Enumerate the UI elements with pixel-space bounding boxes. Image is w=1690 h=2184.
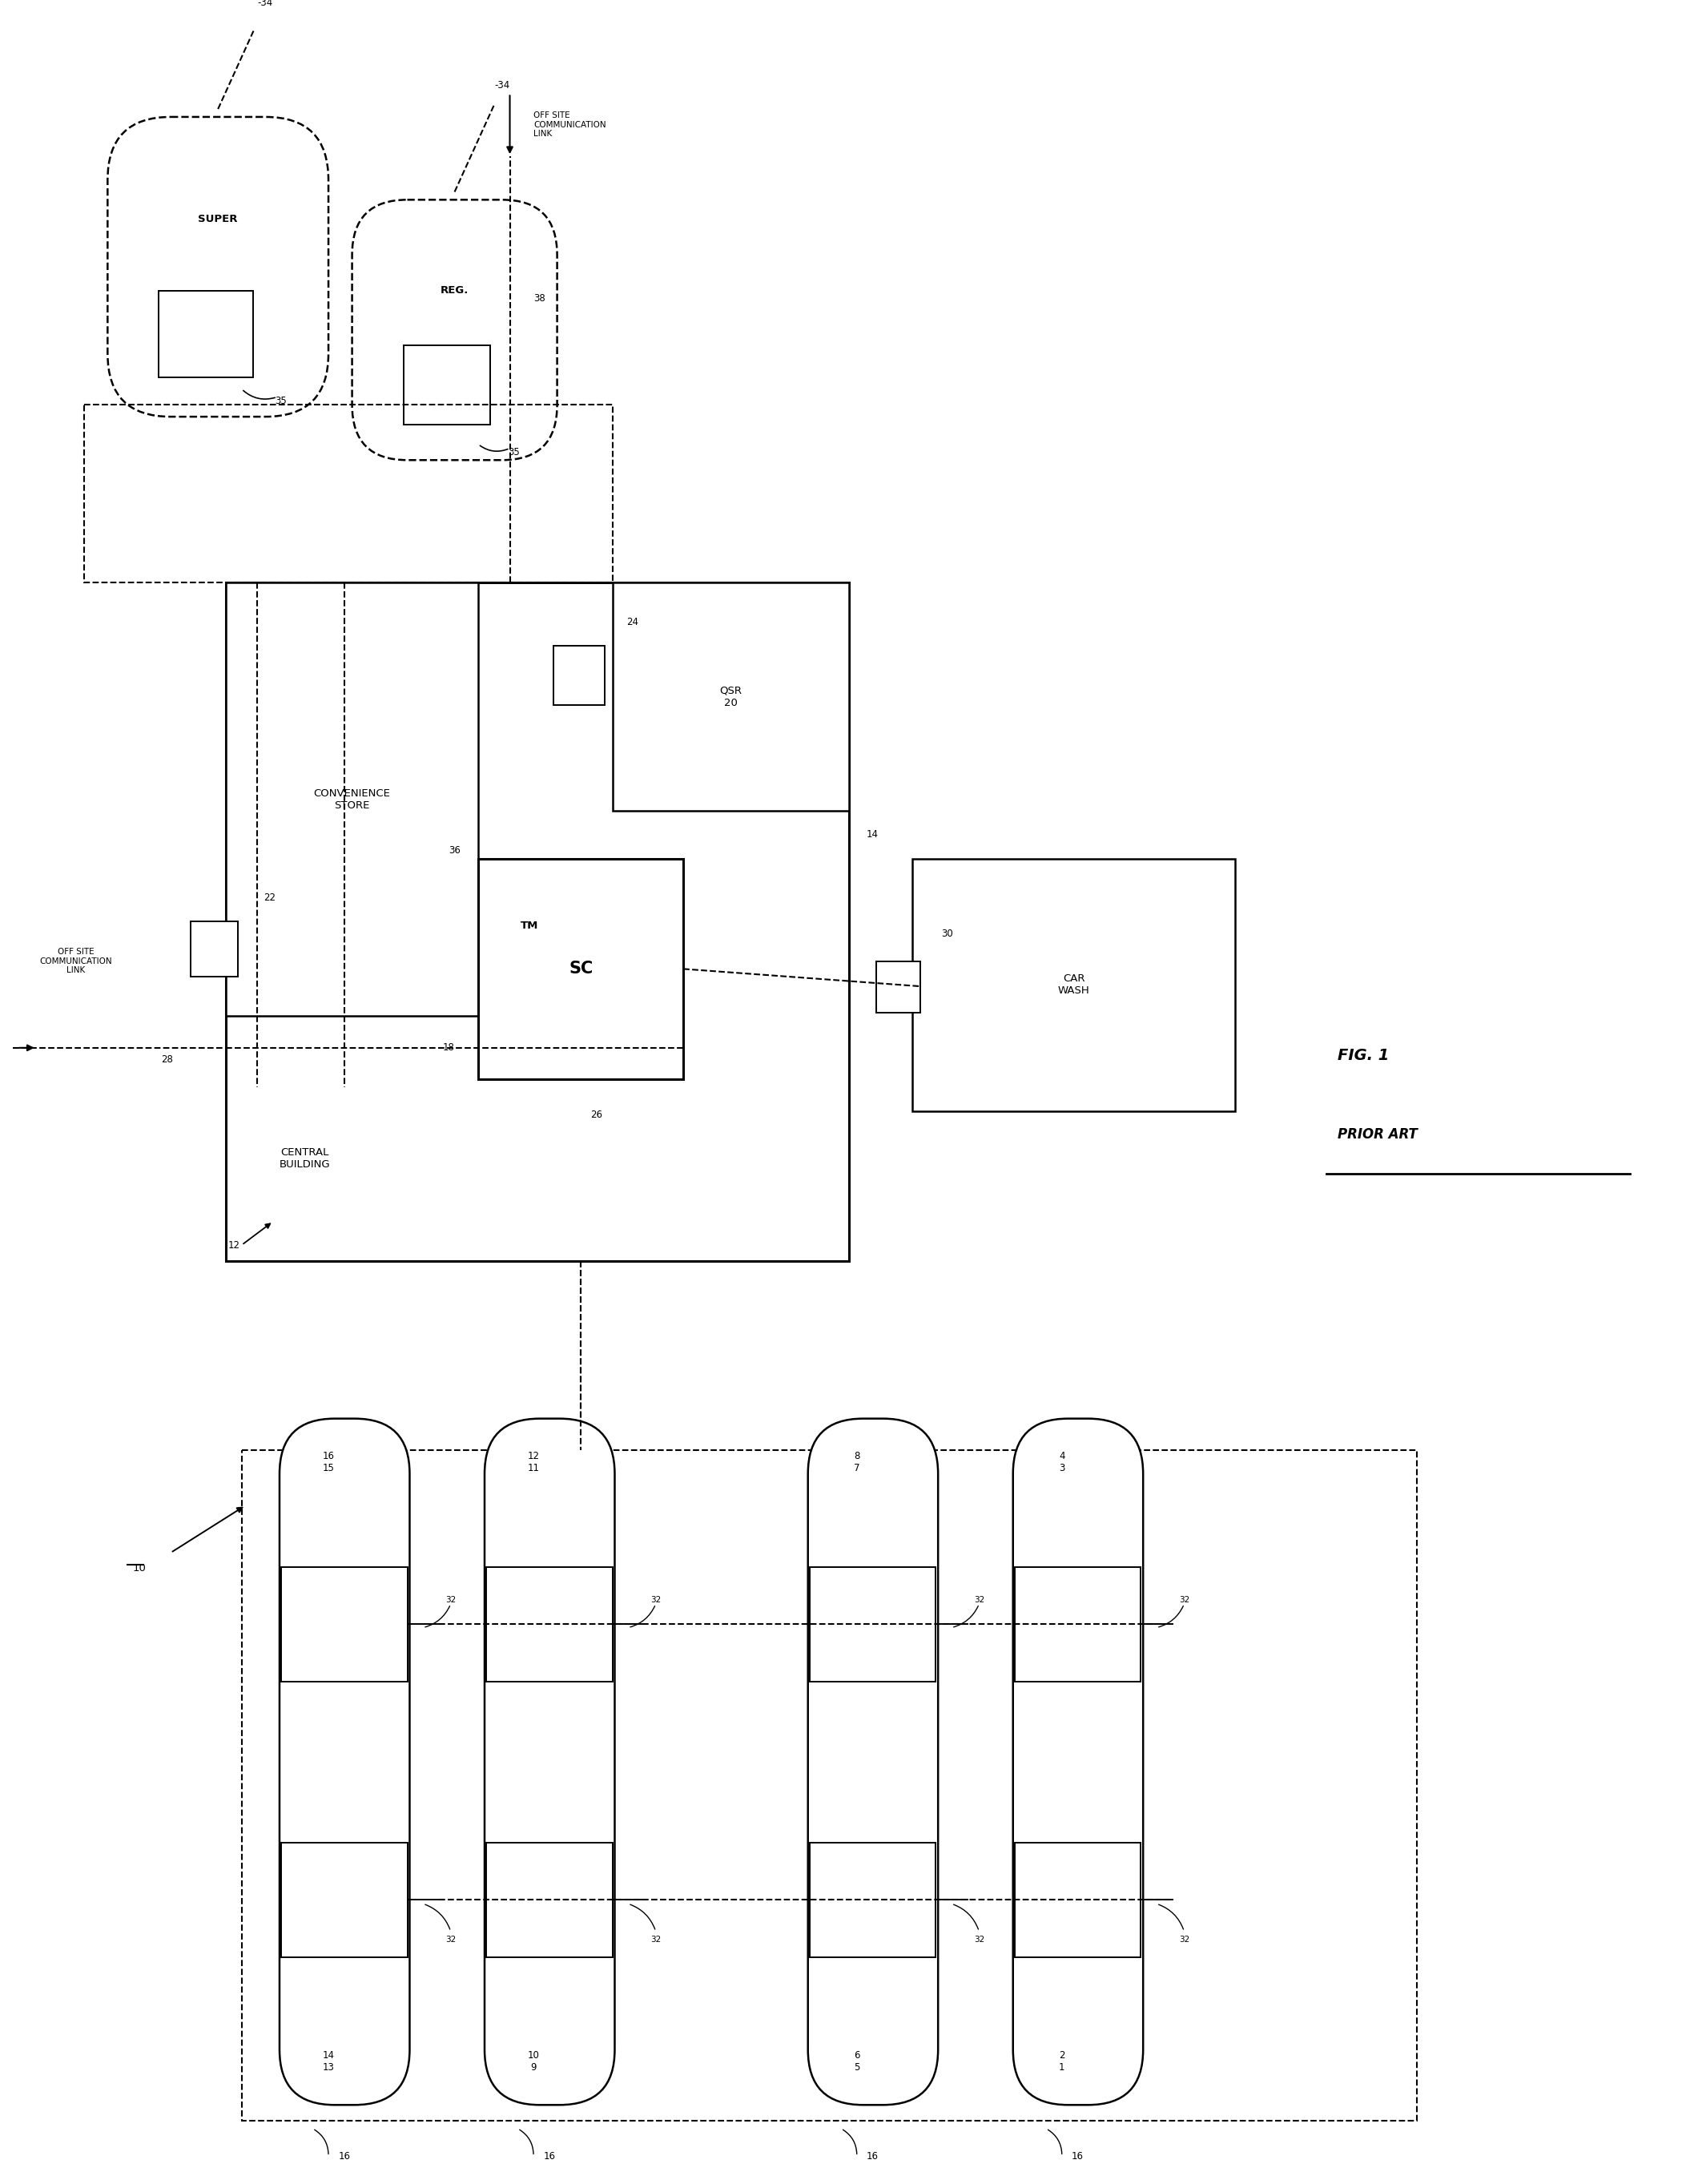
Text: OFF SITE
COMMUNICATION
LINK: OFF SITE COMMUNICATION LINK <box>41 948 112 974</box>
Text: 8
7: 8 7 <box>853 1450 860 1474</box>
Text: 32: 32 <box>973 1597 984 1603</box>
Bar <box>281 1843 407 1957</box>
Text: 32: 32 <box>1180 1935 1190 1944</box>
FancyBboxPatch shape <box>279 1420 409 2105</box>
Bar <box>226 583 848 1260</box>
Text: 38: 38 <box>534 293 546 304</box>
Bar <box>84 404 612 583</box>
Text: 6
5: 6 5 <box>853 2051 860 2073</box>
Text: QSR
20: QSR 20 <box>720 686 742 708</box>
Bar <box>913 858 1235 1112</box>
Bar <box>810 1843 936 1957</box>
FancyBboxPatch shape <box>808 1420 938 2105</box>
Text: 14
13: 14 13 <box>323 2051 335 2073</box>
Bar <box>612 583 848 810</box>
Text: 16: 16 <box>338 2151 350 2162</box>
FancyBboxPatch shape <box>485 1420 615 2105</box>
Text: 16: 16 <box>542 2151 556 2162</box>
Bar <box>478 858 683 1079</box>
Text: 10
9: 10 9 <box>527 2051 539 2073</box>
Text: SC: SC <box>568 961 593 976</box>
Text: 32: 32 <box>446 1935 456 1944</box>
FancyBboxPatch shape <box>108 118 328 417</box>
Bar <box>404 345 490 424</box>
Text: 16
15: 16 15 <box>323 1450 335 1474</box>
Bar <box>487 1843 612 1957</box>
Text: CAR
WASH: CAR WASH <box>1058 974 1090 996</box>
Text: CENTRAL
BUILDING: CENTRAL BUILDING <box>279 1147 330 1168</box>
Bar <box>877 961 919 1013</box>
Text: 32: 32 <box>651 1935 661 1944</box>
Bar <box>159 290 254 378</box>
Bar <box>242 1450 1416 2121</box>
Text: 4
3: 4 3 <box>1060 1450 1065 1474</box>
Text: 26: 26 <box>590 1109 603 1120</box>
Text: PRIOR ART: PRIOR ART <box>1338 1127 1418 1142</box>
Bar <box>281 1566 407 1682</box>
Text: 12: 12 <box>228 1241 240 1249</box>
Text: 24: 24 <box>625 616 639 627</box>
Text: 14: 14 <box>867 830 879 841</box>
Text: 10: 10 <box>132 1564 145 1575</box>
Bar <box>191 922 238 976</box>
Text: 32: 32 <box>973 1935 984 1944</box>
Text: REG.: REG. <box>441 286 468 295</box>
Text: 32: 32 <box>446 1597 456 1603</box>
Text: 16: 16 <box>1071 2151 1083 2162</box>
Text: 12
11: 12 11 <box>527 1450 539 1474</box>
Text: 22: 22 <box>264 893 275 904</box>
Text: 16: 16 <box>867 2151 879 2162</box>
Text: 18: 18 <box>443 1042 455 1053</box>
Text: 32: 32 <box>651 1597 661 1603</box>
Text: CONVENIENCE
STORE: CONVENIENCE STORE <box>314 788 390 810</box>
Text: 35: 35 <box>275 395 287 406</box>
Text: -34: -34 <box>257 0 274 9</box>
Text: SUPER: SUPER <box>198 214 238 225</box>
Text: 32: 32 <box>1180 1597 1190 1603</box>
Text: 35: 35 <box>509 448 519 456</box>
Bar <box>482 874 576 976</box>
FancyBboxPatch shape <box>352 199 558 461</box>
Text: 28: 28 <box>161 1055 172 1066</box>
Text: OFF SITE
COMMUNICATION
LINK: OFF SITE COMMUNICATION LINK <box>534 111 607 138</box>
Text: 2
1: 2 1 <box>1060 2051 1065 2073</box>
FancyBboxPatch shape <box>1012 1420 1142 2105</box>
Text: 30: 30 <box>941 928 953 939</box>
Text: TM: TM <box>521 919 539 930</box>
Bar <box>1014 1843 1141 1957</box>
Bar <box>810 1566 936 1682</box>
Text: -34: -34 <box>493 81 510 90</box>
Bar <box>1014 1566 1141 1682</box>
Text: FIG. 1: FIG. 1 <box>1338 1048 1389 1064</box>
Bar <box>226 583 478 1016</box>
Text: 36: 36 <box>448 845 461 856</box>
Bar <box>553 646 605 705</box>
Bar <box>487 1566 612 1682</box>
